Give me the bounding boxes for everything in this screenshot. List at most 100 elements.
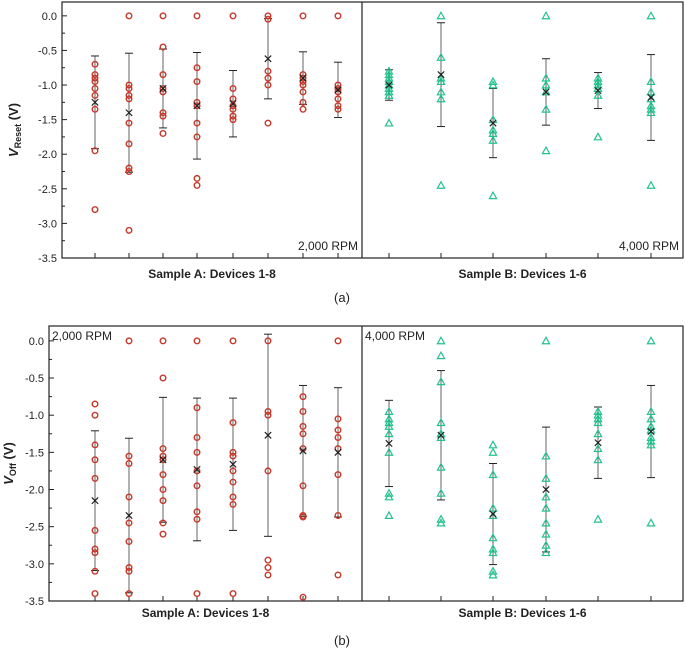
data-point [125,519,133,527]
data-point [229,452,237,460]
y-tick-label: 0.0 [29,336,44,348]
data-point [229,116,237,124]
mean-marker-stroke [299,74,307,82]
mean-marker-stroke [125,109,133,117]
data-point [384,488,394,497]
data-point [91,105,99,113]
mean-marker [437,71,445,79]
mean-marker [594,86,602,95]
mean-marker [334,448,342,456]
mean-marker-stroke [647,93,655,102]
figure-caption: (b) [334,633,350,648]
data-point [541,503,551,512]
data-point [264,12,272,20]
y-tick-label: -1.5 [25,447,44,459]
data-point [125,538,133,546]
plot-frame [61,1,684,259]
data-point [436,336,446,345]
mean-marker-stroke [334,86,342,94]
data-point [125,226,133,234]
data-point [229,448,237,456]
data-point [193,404,201,412]
data-point [193,133,201,141]
mean-marker-stroke [193,465,201,474]
data-point [436,417,446,427]
data-point [593,454,603,464]
mean-marker-stroke [385,81,393,89]
data-point [125,567,133,575]
data-point [91,400,99,408]
data-point [334,95,342,103]
data-point [264,571,272,579]
data-point [125,91,133,99]
data-point [541,529,551,538]
mean-marker [647,93,655,102]
data-point [593,514,603,523]
mean-marker [299,447,307,455]
y-tick-label: -3.0 [38,218,57,230]
data-point [334,337,342,345]
data-point [593,80,603,89]
chart-b: 0.0 -0.5 -1.0 -1.5 -2.0 -2.5 -3.0 -3.5 VOff (V) (… [1,325,684,648]
data-point [488,570,498,579]
data-point [436,514,446,523]
data-point [488,76,498,86]
y-tick-label: -2.0 [25,485,44,497]
chart-a: 0.0 -0.5 -1.0 -1.5 -2.0 -2.5 -3.0 -3.5 VReset (V… [6,1,684,305]
data-point [264,556,272,564]
mean-marker [125,511,133,520]
data-point [384,118,394,127]
data-point [334,471,342,479]
data-point [229,500,237,508]
mean-marker-stroke [299,447,307,455]
mean-marker-stroke [334,448,342,456]
data-point [541,547,551,557]
data-point [299,482,307,490]
y-tick-label: -1.0 [38,80,57,92]
data-point [541,518,551,527]
data-point [193,433,201,441]
data-point [159,109,167,117]
mean-marker [91,497,99,505]
mean-marker [594,439,602,447]
data-point [91,456,99,464]
mean-marker [385,439,393,448]
data-point [488,125,498,134]
data-point [159,445,167,453]
mean-marker [193,465,201,474]
data-point [436,180,446,189]
data-point [646,440,656,449]
y-axis-label: VReset (V) [6,103,23,157]
mean-marker-stroke [542,88,550,96]
data-point [299,593,307,601]
data-point [384,492,394,501]
data-point [229,590,237,598]
data-point [436,11,446,20]
mean-marker-stroke [385,439,393,448]
data-point [264,564,272,572]
data-point [159,519,167,527]
x-axis-label: Sample A: Devices 1-8 [148,267,276,281]
mean-marker [229,460,237,468]
plot-frame [48,325,684,602]
mean-marker-stroke [229,460,237,468]
data-point [299,98,307,106]
data-point [125,140,133,148]
y-tick-label: -0.5 [38,45,57,57]
mean-marker [542,485,550,494]
data-point [384,417,394,427]
data-point [193,448,201,456]
data-point [125,168,133,176]
data-point [299,12,307,20]
mean-marker-stroke [125,511,133,520]
data-point [264,467,272,475]
x-axis-label: Sample A: Devices 1-8 [142,606,270,620]
data-point [488,190,498,200]
mean-marker [647,427,655,436]
mean-marker [489,119,497,127]
data-point [264,407,272,415]
data-point [159,71,167,79]
data-point [334,415,342,423]
mean-marker-stroke [91,497,99,505]
data-point [125,337,133,345]
